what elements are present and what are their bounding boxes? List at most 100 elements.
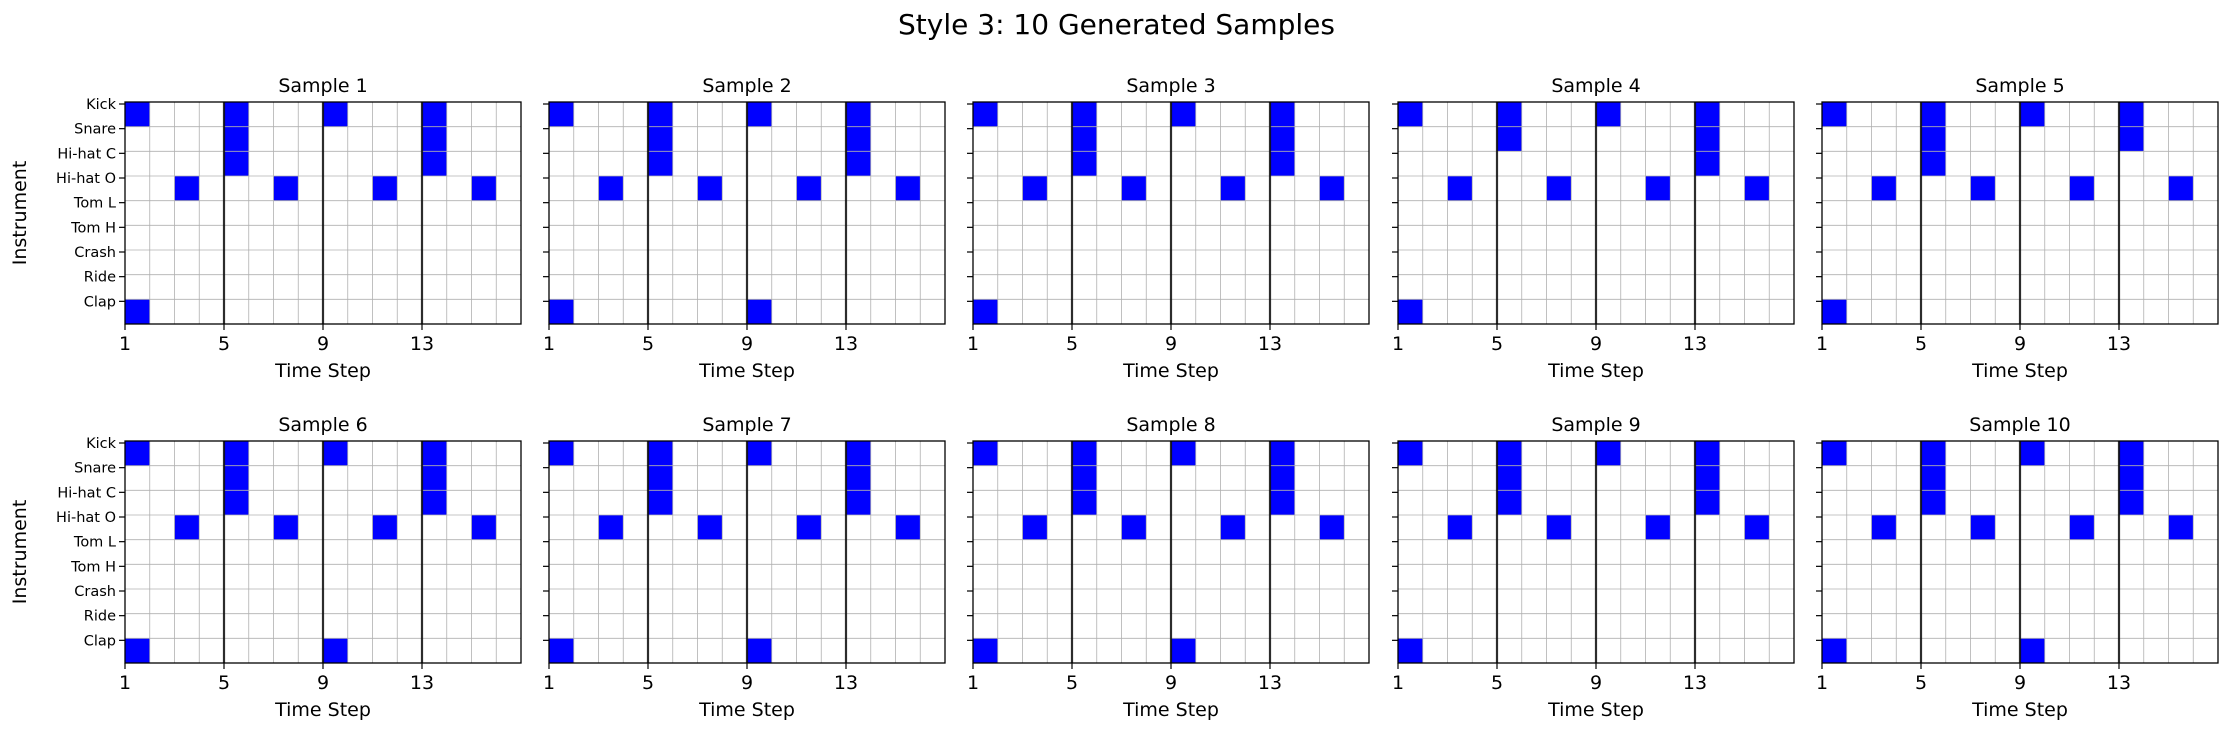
hit-cell-hi-hat-o-step-3 — [1447, 515, 1473, 540]
hit-cell-clap-step-1 — [125, 638, 150, 663]
hit-cell-hi-hat-o-step-7 — [697, 515, 723, 540]
hit-cell-hi-hat-c-step-13 — [2119, 490, 2144, 515]
hit-cell-kick-step-1 — [973, 441, 998, 466]
hit-cell-kick-step-13 — [846, 441, 871, 466]
hit-cell-hi-hat-c-step-5 — [648, 490, 673, 515]
hit-cell-kick-step-5 — [1072, 441, 1097, 466]
y-tick-label-hi-hat-o: Hi-hat O — [56, 171, 116, 187]
hit-cell-hi-hat-o-step-3 — [1022, 176, 1048, 201]
hit-cell-clap-step-1 — [1822, 299, 1847, 324]
x-tick-label: 1 — [1392, 672, 1404, 694]
hit-cell-kick-step-9 — [747, 441, 772, 466]
hit-cell-hi-hat-o-step-15 — [471, 176, 497, 201]
panel-sample-3: Sample 3 1 5 9 13 Time Step — [967, 75, 1370, 382]
panel-title: Sample 1 — [278, 75, 367, 97]
y-tick-label-kick: Kick — [86, 97, 117, 113]
x-tick-label: 9 — [1590, 333, 1602, 355]
x-axis-label: Time Step — [1122, 699, 1219, 721]
hit-cell-snare-step-13 — [2119, 465, 2144, 491]
hit-cell-kick-step-1 — [1822, 102, 1847, 127]
hit-cell-snare-step-5 — [1921, 465, 1946, 491]
hit-cell-snare-step-13 — [422, 465, 447, 491]
hit-cell-hi-hat-o-step-15 — [1319, 515, 1345, 540]
hit-cell-snare-step-13 — [1695, 465, 1720, 491]
hit-cell-clap-step-9 — [1171, 638, 1196, 663]
hit-cell-hi-hat-c-step-5 — [224, 490, 249, 515]
x-axis-label: Time Step — [698, 360, 795, 382]
y-tick-label-hi-hat-c: Hi-hat C — [57, 146, 116, 162]
hit-cell-clap-step-9 — [747, 299, 772, 324]
hit-cell-kick-step-1 — [549, 102, 574, 127]
hit-cell-hi-hat-c-step-5 — [224, 151, 249, 176]
hit-cell-snare-step-5 — [648, 465, 673, 491]
hit-cell-clap-step-1 — [1822, 638, 1847, 663]
hit-cell-clap-step-1 — [973, 638, 998, 663]
x-tick-label: 9 — [2014, 672, 2026, 694]
x-axis-label: Time Step — [274, 699, 371, 721]
hit-cell-hi-hat-o-step-15 — [1744, 515, 1770, 540]
panel-title: Sample 2 — [702, 75, 791, 97]
hit-cell-hi-hat-o-step-3 — [1022, 515, 1048, 540]
hit-cell-hi-hat-o-step-7 — [1970, 176, 1996, 201]
x-tick-label: 9 — [1165, 672, 1177, 694]
y-tick-label-clap: Clap — [84, 294, 116, 310]
x-tick-label: 5 — [1066, 672, 1078, 694]
x-tick-label: 1 — [1816, 333, 1828, 355]
hit-cell-kick-step-5 — [1921, 102, 1946, 127]
x-axis-label: Time Step — [1971, 360, 2068, 382]
hit-cell-hi-hat-c-step-13 — [846, 490, 871, 515]
hit-cell-hi-hat-o-step-11 — [1220, 176, 1246, 201]
x-tick-label: 5 — [642, 333, 654, 355]
hit-cell-kick-step-5 — [224, 102, 249, 127]
hit-cell-hi-hat-c-step-13 — [422, 490, 447, 515]
panel-sample-9: Sample 9 1 5 9 13 Time Step — [1392, 414, 1795, 721]
x-axis-label: Time Step — [1122, 360, 1219, 382]
hit-cell-kick-step-13 — [1695, 102, 1720, 127]
x-tick-label: 5 — [1491, 333, 1503, 355]
hit-cell-kick-step-5 — [224, 441, 249, 466]
x-tick-label: 9 — [317, 672, 329, 694]
hit-cell-hi-hat-o-step-11 — [2069, 515, 2095, 540]
hit-cell-hi-hat-o-step-7 — [1546, 176, 1572, 201]
hit-cell-hi-hat-c-step-5 — [1921, 490, 1946, 515]
y-tick-label-clap: Clap — [84, 633, 116, 649]
hit-cell-snare-step-13 — [1695, 126, 1720, 152]
hit-cell-kick-step-5 — [1497, 102, 1522, 127]
hit-cell-hi-hat-o-step-15 — [2168, 176, 2194, 201]
x-axis-label: Time Step — [274, 360, 371, 382]
hit-cell-snare-step-5 — [648, 126, 673, 152]
hit-cell-hi-hat-o-step-7 — [697, 176, 723, 201]
hit-cell-hi-hat-o-step-15 — [1744, 176, 1770, 201]
hit-cell-hi-hat-o-step-3 — [174, 176, 200, 201]
x-tick-label: 13 — [2107, 672, 2131, 694]
panel-title: Sample 6 — [278, 414, 367, 436]
hit-cell-snare-step-13 — [422, 126, 447, 152]
y-tick-label-tom-l: Tom L — [73, 535, 116, 551]
hit-cell-snare-step-5 — [1921, 126, 1946, 152]
hit-cell-snare-step-5 — [224, 126, 249, 152]
y-tick-label-hi-hat-c: Hi-hat C — [57, 485, 116, 501]
x-tick-label: 9 — [317, 333, 329, 355]
hit-cell-kick-step-13 — [2119, 102, 2144, 127]
x-tick-label: 5 — [1915, 333, 1927, 355]
x-tick-label: 13 — [410, 672, 434, 694]
hit-cell-kick-step-13 — [422, 102, 447, 127]
hit-cell-hi-hat-o-step-11 — [2069, 176, 2095, 201]
hit-cell-kick-step-1 — [973, 102, 998, 127]
hit-cell-hi-hat-o-step-11 — [1645, 515, 1671, 540]
figure-title: Style 3: 10 Generated Samples — [898, 8, 1335, 41]
hit-cell-kick-step-5 — [1497, 441, 1522, 466]
hit-cell-kick-step-5 — [648, 441, 673, 466]
hit-cell-kick-step-9 — [1596, 102, 1621, 127]
hit-cell-clap-step-9 — [747, 638, 772, 663]
hit-cell-hi-hat-o-step-11 — [372, 515, 398, 540]
hit-cell-hi-hat-c-step-13 — [846, 151, 871, 176]
hit-cell-kick-step-9 — [747, 102, 772, 127]
x-tick-label: 13 — [2107, 333, 2131, 355]
hit-cell-hi-hat-o-step-3 — [1871, 176, 1897, 201]
hit-cell-hi-hat-c-step-5 — [1072, 490, 1097, 515]
hit-cell-kick-step-5 — [1921, 441, 1946, 466]
panel-sample-6: Sample 6 Kick Snare Hi-hat C Hi-hat O Tom L To… — [9, 414, 522, 721]
x-tick-label: 1 — [119, 333, 131, 355]
x-tick-label: 13 — [834, 333, 858, 355]
